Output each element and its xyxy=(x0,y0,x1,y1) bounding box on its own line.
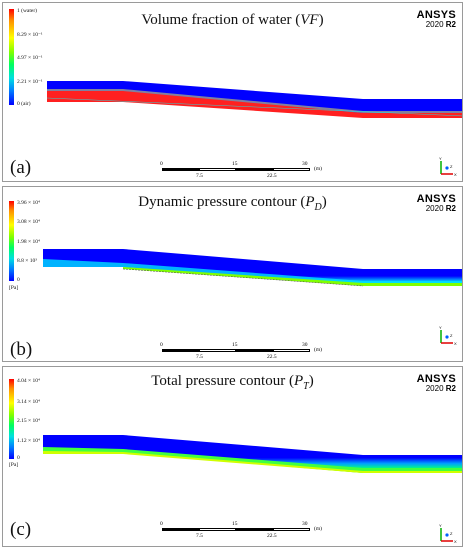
legend-label: 3.96 × 10⁴ xyxy=(17,200,40,206)
ansys-logo: ANSYS 2020 R2 xyxy=(416,373,456,393)
svg-text:X: X xyxy=(454,172,457,177)
color-legend-bar xyxy=(9,201,14,281)
panel-title: Total pressure contour (PT) xyxy=(151,373,314,392)
scale-bar: 0 15 30 (m) 7.5 22.5 xyxy=(160,521,322,539)
legend-label: 4.97 × 10⁻¹ xyxy=(17,55,43,61)
scale-bar: 0 15 30 (m) 7.5 22.5 xyxy=(160,161,322,179)
svg-text:Y: Y xyxy=(439,325,442,330)
ansys-logo: ANSYS 2020 R2 xyxy=(416,9,456,29)
svg-text:Z: Z xyxy=(450,333,453,338)
legend-label: 2.15 × 10⁴ xyxy=(17,418,40,424)
axis-triad-icon: X Y Z xyxy=(439,523,457,544)
svg-text:X: X xyxy=(454,539,457,544)
panel-title: Volume fraction of water (VF) xyxy=(141,12,324,28)
legend-label: 1.12 × 10⁴ xyxy=(17,438,40,444)
legend-label: 1 (water) xyxy=(17,8,38,14)
panel-a: Volume fraction of water (VF) ANSYS 2020… xyxy=(2,2,463,182)
color-legend-bar xyxy=(9,379,14,459)
svg-text:Z: Z xyxy=(450,164,453,169)
flow-domain xyxy=(43,435,462,473)
panel-label: (b) xyxy=(10,339,33,360)
color-legend-bar xyxy=(9,9,14,105)
scale-bar: 0 15 30 (m) 7.5 22.5 xyxy=(160,342,322,360)
legend-label: 8.8 × 10³ xyxy=(17,258,37,264)
legend-label: 1.98 × 10⁴ xyxy=(17,239,40,245)
legend-label: 8.29 × 10⁻¹ xyxy=(17,32,43,38)
legend-label: 4.04 × 10⁴ xyxy=(17,378,40,384)
legend-unit: [Pa] xyxy=(9,285,19,291)
legend-label: 3.14 × 10⁴ xyxy=(17,399,40,405)
panel-label: (c) xyxy=(10,519,32,540)
panel-c: Total pressure contour (PT) ANSYS 2020 R… xyxy=(2,366,463,547)
panel-b: Dynamic pressure contour (PD) ANSYS 2020… xyxy=(2,186,463,362)
panel-label: (a) xyxy=(10,157,32,178)
legend-label: 2.21 × 10⁻¹ xyxy=(17,79,43,85)
legend-label: 3.08 × 10⁴ xyxy=(17,219,40,225)
svg-text:Z: Z xyxy=(450,531,453,536)
legend-label: 0 xyxy=(17,455,20,461)
panel-title: Dynamic pressure contour (PD) xyxy=(138,194,327,213)
axis-triad-icon: X Y Z xyxy=(439,325,457,346)
ansys-logo: ANSYS 2020 R2 xyxy=(416,193,456,213)
legend-label: 0 (air) xyxy=(17,101,31,107)
svg-text:X: X xyxy=(454,341,457,346)
flow-domain xyxy=(43,249,462,287)
svg-text:Y: Y xyxy=(439,156,442,161)
flow-domain xyxy=(46,81,462,118)
legend-label: 0 xyxy=(17,277,20,283)
legend-unit: [Pa] xyxy=(9,462,19,468)
svg-text:Y: Y xyxy=(439,523,442,528)
axis-triad-icon: X Y Z xyxy=(439,156,457,177)
